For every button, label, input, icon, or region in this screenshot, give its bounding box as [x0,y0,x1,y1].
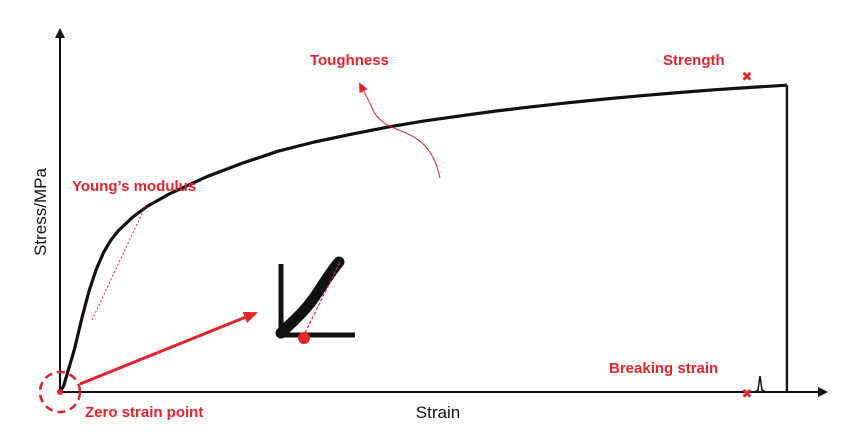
toughness-label: Toughness [310,52,389,69]
post-fracture-spike [754,375,767,393]
stress-strain-curve [58,83,787,393]
breaking-strain-label: Breaking strain [609,360,718,377]
zero-strain-marker [57,389,63,395]
strength-label: Strength [663,52,725,69]
x-axis-label: Strain [416,403,460,422]
zero-strain-circle [38,370,82,414]
zoom-arrow [79,311,258,386]
youngs-modulus-label: Young’s modulus [72,178,196,195]
inset-zero-point-marker [298,332,310,344]
y-axis-label: Stress/MPa [31,168,50,256]
strength-marker: ✖ [742,70,753,85]
zero-strain-point-label: Zero strain point [85,404,203,421]
youngs-modulus-tangent [91,204,147,321]
zoom-inset [275,256,357,344]
breaking-strain-marker: ✖ [742,387,753,402]
toughness-arrow [359,82,441,179]
